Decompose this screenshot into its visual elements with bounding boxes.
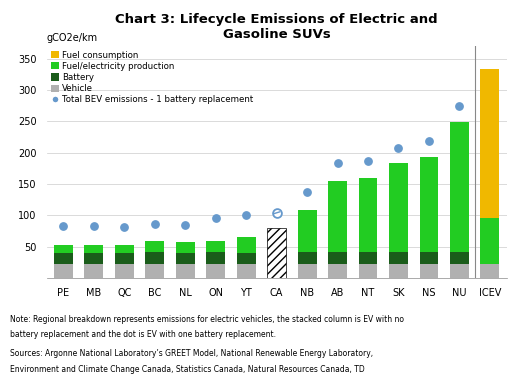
Bar: [267, 228, 286, 278]
Text: battery replacement and the dot is EV with one battery replacement.: battery replacement and the dot is EV wi…: [10, 330, 277, 339]
Point: [333, 160, 342, 166]
Bar: [54, 264, 73, 278]
Bar: [298, 210, 316, 252]
Point: [425, 138, 433, 144]
Bar: [54, 245, 73, 253]
Point: [211, 215, 220, 222]
Legend: Fuel consumption, Fuel/electricity production, Battery, Vehicle, Total BEV emiss: Fuel consumption, Fuel/electricity produ…: [51, 51, 253, 104]
Bar: [419, 252, 438, 264]
Bar: [176, 242, 194, 253]
Bar: [328, 264, 347, 278]
Bar: [298, 264, 316, 278]
Text: Sources: Argonne National Laboratory’s GREET Model, National Renewable Energy La: Sources: Argonne National Laboratory’s G…: [10, 349, 373, 358]
Bar: [298, 252, 316, 264]
Bar: [237, 264, 255, 278]
Point: [59, 223, 67, 229]
Bar: [389, 163, 408, 252]
Bar: [419, 264, 438, 278]
Bar: [206, 252, 225, 264]
Bar: [480, 69, 499, 218]
Point: [455, 103, 464, 109]
Bar: [359, 178, 377, 252]
Bar: [115, 253, 134, 264]
Text: Note: Regional breakdown represents emissions for electric vehicles, the stacked: Note: Regional breakdown represents emis…: [10, 315, 404, 323]
Bar: [328, 252, 347, 264]
Bar: [450, 252, 469, 264]
Bar: [359, 252, 377, 264]
Text: Environment and Climate Change Canada, Statistics Canada, Natural Resources Cana: Environment and Climate Change Canada, S…: [10, 365, 365, 374]
Bar: [84, 253, 103, 264]
Bar: [176, 253, 194, 264]
Bar: [359, 264, 377, 278]
Bar: [115, 264, 134, 278]
Bar: [450, 122, 469, 252]
Point: [89, 223, 98, 229]
Bar: [145, 241, 164, 252]
Point: [303, 189, 311, 195]
Bar: [206, 241, 225, 252]
Bar: [450, 264, 469, 278]
Bar: [237, 253, 255, 264]
Point: [120, 223, 128, 230]
Point: [272, 210, 281, 216]
Bar: [145, 252, 164, 264]
Bar: [328, 181, 347, 252]
Text: gCO2e/km: gCO2e/km: [47, 33, 98, 43]
Point: [242, 212, 250, 218]
Bar: [480, 218, 499, 264]
Bar: [389, 252, 408, 264]
Title: Chart 3: Lifecycle Emissions of Electric and
Gasoline SUVs: Chart 3: Lifecycle Emissions of Electric…: [115, 13, 438, 41]
Bar: [389, 264, 408, 278]
Bar: [419, 157, 438, 252]
Bar: [54, 253, 73, 264]
Bar: [115, 245, 134, 253]
Bar: [145, 264, 164, 278]
Point: [181, 222, 189, 228]
Bar: [84, 264, 103, 278]
Bar: [84, 245, 103, 253]
Bar: [237, 237, 255, 253]
Point: [364, 158, 372, 164]
Bar: [206, 264, 225, 278]
Point: [394, 145, 403, 151]
Point: [150, 221, 159, 227]
Bar: [480, 264, 499, 278]
Bar: [176, 264, 194, 278]
